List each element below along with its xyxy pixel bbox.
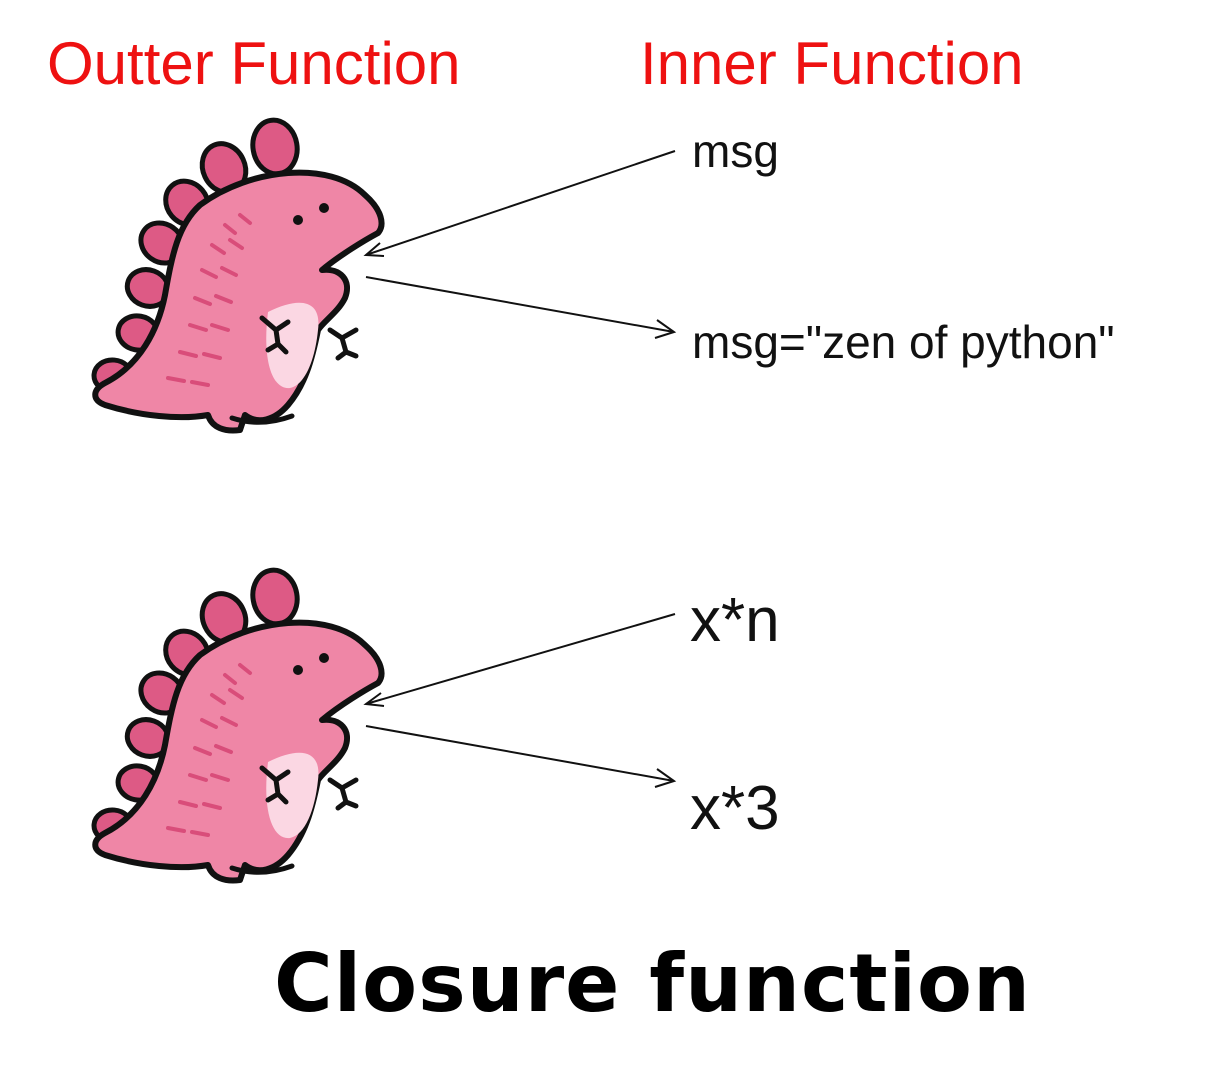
arrow-to-inner-2 [365, 725, 677, 788]
outer-function-heading: Outter Function [47, 30, 461, 97]
pink-dinosaur-icon [93, 117, 382, 431]
inner-label-msg: msg [692, 125, 779, 177]
arrow-to-inner-1 [365, 276, 677, 339]
arrow-to-outer-2 [363, 613, 676, 707]
arrow-to-outer-1 [363, 150, 676, 257]
inner-function-heading: Inner Function [640, 30, 1024, 97]
inner-label-x-times-n: x*n [690, 586, 780, 655]
diagram-title: Closure function [274, 937, 1031, 1030]
inner-label-x-times-3: x*3 [690, 774, 780, 843]
inner-label-msg-assignment: msg="zen of python" [692, 316, 1115, 368]
pink-dinosaur-icon [93, 567, 382, 881]
